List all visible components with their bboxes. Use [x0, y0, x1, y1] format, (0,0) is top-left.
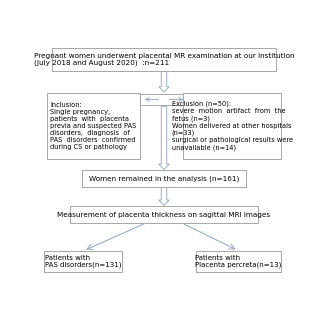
FancyBboxPatch shape: [82, 171, 246, 187]
Text: Patients with
PAS disorders(n=131): Patients with PAS disorders(n=131): [45, 255, 122, 268]
FancyBboxPatch shape: [196, 251, 281, 272]
PathPatch shape: [159, 71, 169, 92]
FancyBboxPatch shape: [44, 251, 123, 272]
PathPatch shape: [159, 107, 169, 170]
Text: Women remained in the analysis (n=161): Women remained in the analysis (n=161): [89, 176, 239, 182]
Text: Inclusion:
Single pregnancy,
patients  with  placenta
previa and suspected PAS
d: Inclusion: Single pregnancy, patients wi…: [50, 102, 136, 150]
FancyBboxPatch shape: [70, 206, 258, 223]
Text: Measurement of placenta thickness on sagittal MRI images: Measurement of placenta thickness on sag…: [57, 212, 271, 218]
Text: Pregnant women underwent placental MR examination at our institution
(July 2018 : Pregnant women underwent placental MR ex…: [34, 52, 294, 66]
FancyBboxPatch shape: [140, 93, 188, 105]
Text: Patients with
Placenta percreta(n=13): Patients with Placenta percreta(n=13): [195, 255, 282, 268]
FancyBboxPatch shape: [183, 93, 281, 158]
FancyBboxPatch shape: [52, 48, 276, 71]
Text: Exclusion (n=50):
severe  motion  artifact  from  the
fetus (n=3)
Women delivere: Exclusion (n=50): severe motion artifact…: [172, 101, 293, 151]
PathPatch shape: [159, 187, 169, 205]
FancyBboxPatch shape: [47, 93, 140, 158]
